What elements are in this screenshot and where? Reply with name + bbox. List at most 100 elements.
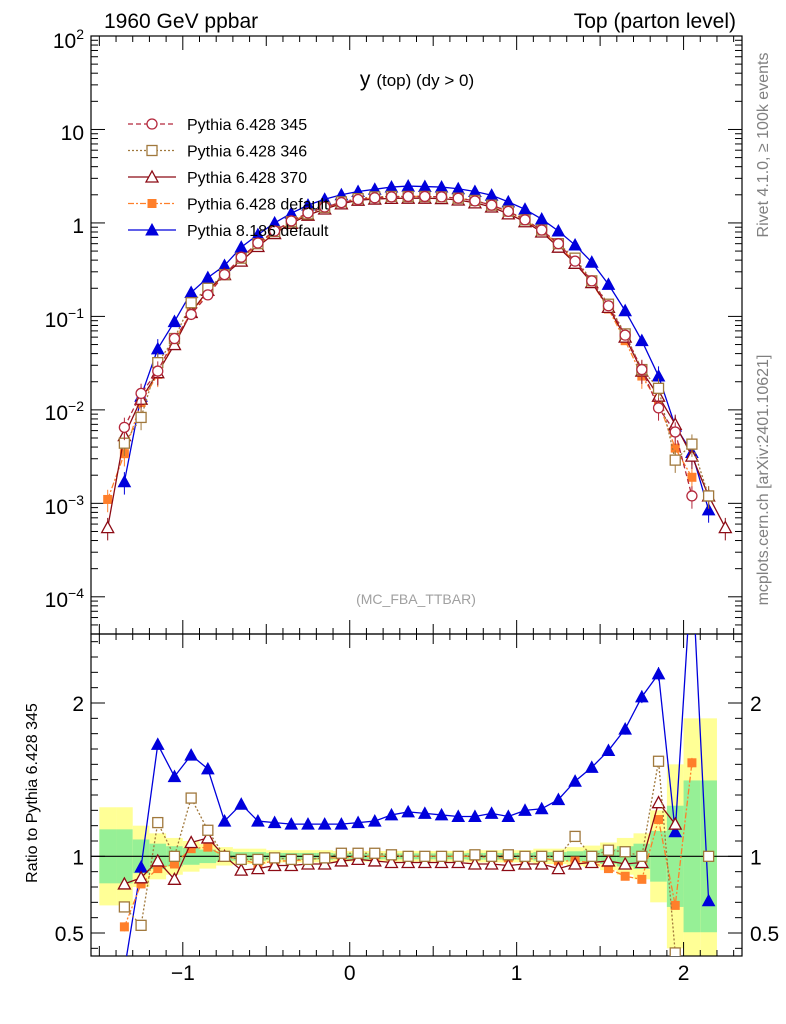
ratio-point-p346 <box>469 849 481 861</box>
ratio-point-pdef <box>654 815 664 825</box>
y-tick-label-1e-2: 10−2 <box>45 398 85 425</box>
ratio-series-p370 <box>117 795 683 890</box>
main-point-p345 <box>469 195 481 207</box>
ratio-point-p8 <box>551 792 566 806</box>
ratio-point-p8 <box>351 815 365 829</box>
main-point-pdef <box>687 472 697 482</box>
ratio-point-p346 <box>435 850 448 862</box>
main-point-p345 <box>519 214 531 226</box>
ratio-point-p8 <box>267 815 282 829</box>
main-point-p8 <box>635 333 649 347</box>
y-tick-label-1e-4: 10−4 <box>45 585 85 612</box>
ratio-point-pdef <box>637 874 647 884</box>
legend-marker-p345 <box>146 118 158 130</box>
main-point-p346 <box>669 454 681 466</box>
main-point-p345 <box>235 251 247 263</box>
main-point-p8 <box>534 212 549 225</box>
ratio-point-p346 <box>619 846 631 858</box>
y-tick-label-1: 1 <box>72 215 84 238</box>
y-tick-label-10: 10 <box>61 122 84 145</box>
y-tick-label-1e2: 102 <box>53 26 84 53</box>
ratio-point-p370 <box>467 856 483 870</box>
main-point-p8 <box>150 341 165 355</box>
ratio-point-p370 <box>517 856 533 870</box>
ratio-point-p370 <box>668 816 683 830</box>
ratio-point-p370 <box>367 853 382 867</box>
ratio-point-p346 <box>385 849 398 861</box>
main-point-p8 <box>518 202 532 215</box>
ratio-line-p8 <box>125 634 710 956</box>
ratio-point-p8 <box>484 806 499 819</box>
ratio-point-p370 <box>133 870 149 884</box>
ratio-point-p8 <box>251 814 265 827</box>
legend-marker-p8 <box>145 222 159 236</box>
main-point-p345 <box>185 308 197 321</box>
ratio-point-p8 <box>468 809 482 822</box>
main-point-p345 <box>202 289 214 301</box>
ratio-point-p346 <box>519 850 531 862</box>
main-point-p8 <box>584 255 599 268</box>
ratio-y-tick-labels: 0.5 0.5 1 1 2 2 <box>55 693 779 946</box>
y-tick-label-1e-1: 10−1 <box>45 305 85 332</box>
main-line-pdef <box>107 195 693 500</box>
ratio-point-p346 <box>536 850 548 862</box>
legend-label-p370: Pythia 6.428 370 <box>187 170 307 187</box>
x-tick-labels: −1 0 1 2 <box>171 962 690 985</box>
main-point-p345 <box>268 225 281 237</box>
axis-ticks <box>91 35 742 956</box>
ratio-point-p346 <box>302 853 314 866</box>
ratio-point-p346 <box>185 792 197 804</box>
ratio-point-p346 <box>152 816 164 829</box>
ratio-point-p8 <box>651 666 666 680</box>
main-series-layer <box>100 179 733 541</box>
ratio-point-p8 <box>334 817 349 830</box>
main-point-p346 <box>135 411 147 424</box>
legend-marker-pdef <box>147 199 157 208</box>
main-point-p345 <box>602 300 615 312</box>
main-point-p370 <box>100 520 115 534</box>
ratio-line-p346 <box>123 761 676 953</box>
main-point-p345 <box>686 490 698 502</box>
header-energy-label: 1960 GeV ppbar <box>104 10 258 33</box>
ratio-point-p346 <box>135 919 147 931</box>
ratio-point-p370 <box>618 856 633 870</box>
main-point-p346 <box>686 438 698 450</box>
ratio-point-p8 <box>635 689 649 703</box>
main-point-p8 <box>117 474 132 488</box>
legend: Pythia 6.428 345 Pythia 6.428 346 Pythia 6… <box>128 117 329 240</box>
ratio-point-p8 <box>301 817 315 830</box>
main-point-p345 <box>252 237 264 249</box>
ratio-point-p370 <box>200 830 215 844</box>
ratio-point-p346 <box>352 847 364 859</box>
legend-label-p8: Pythia 8.186 default <box>187 223 329 240</box>
ratio-point-p346 <box>669 947 681 956</box>
main-line-p370 <box>107 197 726 528</box>
main-point-p8 <box>568 238 582 251</box>
main-point-p8 <box>167 314 182 328</box>
ratio-point-p8 <box>118 964 130 975</box>
ratio-point-p8 <box>234 797 249 810</box>
ratio-point-p8 <box>367 814 382 827</box>
main-point-p345 <box>385 191 398 203</box>
main-point-p345 <box>419 190 431 203</box>
plot-title-sub: (top) (dy > 0) <box>376 71 474 90</box>
main-point-p345 <box>319 201 331 213</box>
ratio-point-p346 <box>319 852 331 864</box>
ratio-point-p346 <box>202 824 214 836</box>
main-point-p345 <box>302 207 314 219</box>
x-tick-label: 1 <box>511 962 523 985</box>
main-point-p8 <box>601 277 616 290</box>
main-point-pdef <box>103 494 113 504</box>
ratio-point-p8 <box>534 801 549 815</box>
ratio-point-p8 <box>501 809 516 822</box>
ratio-point-p370 <box>250 861 266 875</box>
ratio-point-p370 <box>601 853 616 867</box>
main-point-p8 <box>618 303 632 317</box>
ratio-point-p370 <box>117 876 132 890</box>
ratio-point-pdef <box>687 758 697 768</box>
ratio-point-p370 <box>501 858 516 872</box>
legend-label-pdef: Pythia 6.428 default <box>187 197 329 214</box>
main-point-p370 <box>718 520 733 534</box>
x-tick-label: −1 <box>171 962 195 985</box>
